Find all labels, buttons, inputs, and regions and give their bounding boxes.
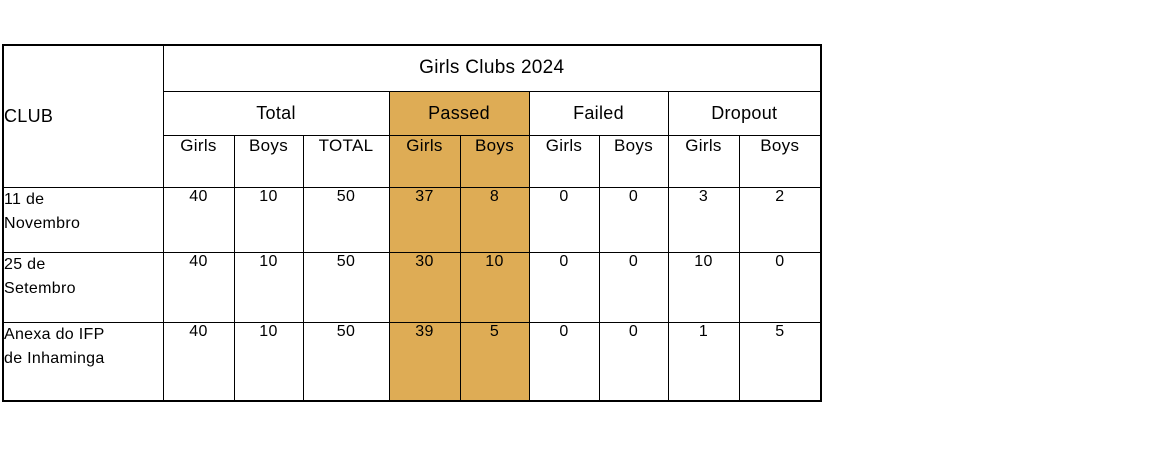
group-header-total: Total xyxy=(162,90,390,136)
club-name: 25 de Setembro xyxy=(2,251,164,323)
group-header-row: Total Passed Failed Dropout xyxy=(3,90,822,136)
cell-total-boys: 10 xyxy=(233,186,304,253)
cell-total-boys: 10 xyxy=(233,251,304,323)
cell-total-total: 50 xyxy=(302,251,390,323)
cell-dropout-boys: 2 xyxy=(738,186,822,253)
subheader-row: Girls Boys TOTAL Girls Boys Girls Boys G… xyxy=(3,134,822,188)
table-title-row: CLUB Girls Clubs 2024 xyxy=(2,44,822,188)
club-name: 11 de Novembro xyxy=(2,186,164,253)
cell-failed-boys: 0 xyxy=(598,321,669,402)
cell-dropout-boys: 5 xyxy=(738,321,822,402)
subheader-failed-boys: Boys xyxy=(598,134,669,188)
subheader-dropout-girls: Girls xyxy=(667,134,740,188)
group-header-passed: Passed xyxy=(388,90,530,136)
cell-total-girls: 40 xyxy=(162,321,235,402)
table-row: Anexa do IFP de Inhaminga 40 10 50 39 5 … xyxy=(2,321,822,402)
subheader-passed-girls: Girls xyxy=(388,134,461,188)
cell-failed-girls: 0 xyxy=(528,186,600,253)
subheader-total-total: TOTAL xyxy=(302,134,390,188)
club-name-text: Anexa do IFP de Inhaminga xyxy=(4,325,105,367)
club-name-text: 25 de Setembro xyxy=(4,255,76,297)
subheader-failed-girls: Girls xyxy=(528,134,600,188)
subheader-dropout-boys: Boys xyxy=(738,134,822,188)
cell-dropout-boys: 0 xyxy=(738,251,822,323)
cell-passed-girls: 30 xyxy=(388,251,461,323)
club-name-text: 11 de Novembro xyxy=(4,190,81,232)
cell-total-girls: 40 xyxy=(162,186,235,253)
club-name: Anexa do IFP de Inhaminga xyxy=(2,321,164,402)
cell-failed-girls: 0 xyxy=(528,251,600,323)
cell-total-total: 50 xyxy=(302,186,390,253)
club-column-header: CLUB xyxy=(2,44,164,188)
cell-dropout-girls: 1 xyxy=(667,321,740,402)
cell-failed-boys: 0 xyxy=(598,251,669,323)
cell-total-total: 50 xyxy=(302,321,390,402)
cell-passed-boys: 5 xyxy=(459,321,530,402)
cell-passed-girls: 37 xyxy=(388,186,461,253)
subheader-total-girls: Girls xyxy=(162,134,235,188)
cell-total-boys: 10 xyxy=(233,321,304,402)
cell-dropout-girls: 3 xyxy=(667,186,740,253)
cell-failed-boys: 0 xyxy=(598,186,669,253)
cell-passed-boys: 10 xyxy=(459,251,530,323)
cell-total-girls: 40 xyxy=(162,251,235,323)
cell-dropout-girls: 10 xyxy=(667,251,740,323)
group-header-dropout: Dropout xyxy=(667,90,822,136)
subheader-passed-boys: Boys xyxy=(459,134,530,188)
girls-clubs-table: CLUB Girls Clubs 2024 Total Passed Faile… xyxy=(2,44,823,402)
cell-passed-girls: 39 xyxy=(388,321,461,402)
table-title: Girls Clubs 2024 xyxy=(162,44,822,92)
table-row: 11 de Novembro 40 10 50 37 8 0 0 3 2 xyxy=(2,186,822,253)
table-row: 25 de Setembro 40 10 50 30 10 0 0 10 0 xyxy=(2,251,822,323)
cell-passed-boys: 8 xyxy=(459,186,530,253)
group-header-failed: Failed xyxy=(528,90,669,136)
subheader-total-boys: Boys xyxy=(233,134,304,188)
cell-failed-girls: 0 xyxy=(528,321,600,402)
